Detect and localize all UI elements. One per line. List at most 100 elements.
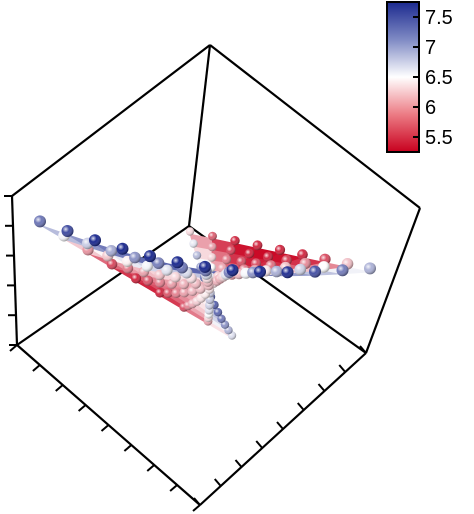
surface-point-highlight: [189, 239, 198, 248]
frame-edge-back-floor-left: [16, 225, 190, 346]
surface-point: [178, 279, 190, 290]
y-axis-tick: [193, 497, 201, 506]
surface-point-highlight: [178, 279, 190, 290]
y-axis-tick: [359, 345, 367, 354]
surface-point-highlight: [187, 286, 198, 297]
surface-point-highlight: [213, 308, 223, 317]
surface-point-highlight: [171, 288, 182, 298]
surface-point-highlight: [155, 287, 165, 298]
colorbar-tick-label: 6: [425, 97, 436, 119]
surface-point: [187, 286, 198, 297]
x-axis-tick: [32, 364, 41, 372]
frame-edge-left-vertical: [10, 195, 19, 346]
frame-edge-back-vertical: [187, 44, 212, 227]
surface-point: [155, 287, 165, 298]
surface-point-highlight: [89, 234, 101, 247]
x-axis-tick: [55, 384, 64, 392]
surface-point: [226, 264, 239, 277]
y-axis-tick: [338, 364, 347, 373]
x-axis-tick: [146, 464, 155, 472]
surface-point-highlight: [236, 256, 247, 267]
surface-point-highlight: [154, 277, 166, 288]
surface-point: [144, 250, 156, 263]
surface-point: [163, 288, 174, 298]
surface-point-highlight: [297, 249, 308, 260]
surface-point-highlight: [152, 257, 165, 269]
surface-point: [309, 265, 321, 278]
surface-point-highlight: [252, 240, 263, 251]
surface-point: [116, 242, 129, 255]
axis-ticks: [4, 195, 367, 512]
surface-point-highlight: [171, 256, 184, 269]
x-axis-tick: [100, 424, 110, 432]
x-axis-tick: [192, 504, 201, 512]
y-axis-tick: [317, 383, 326, 392]
surface-point-highlight: [34, 215, 46, 228]
surface-point: [207, 253, 217, 262]
surface-point: [221, 254, 232, 265]
surface-point: [217, 314, 226, 323]
surface-point: [105, 245, 118, 257]
surface-point-highlight: [116, 242, 129, 255]
surface-point-highlight: [226, 245, 236, 255]
surface-point: [274, 244, 286, 255]
surface-point: [226, 245, 236, 255]
surface-point-highlight: [161, 264, 173, 276]
surface-point: [61, 225, 74, 237]
surface-point: [318, 261, 330, 273]
x-axis-tick: [169, 484, 178, 492]
surface-point: [171, 288, 182, 298]
surface-point: [152, 257, 165, 269]
surface-point: [262, 251, 274, 262]
surface-point: [297, 249, 308, 260]
surface-point-highlight: [309, 265, 321, 278]
surface-point-highlight: [336, 264, 349, 277]
surface-point-highlight: [170, 271, 181, 283]
surface-point: [130, 273, 142, 284]
surface-point: [281, 266, 294, 279]
surface-point: [336, 264, 349, 277]
surface-point: [141, 260, 153, 272]
surface-point: [207, 242, 217, 252]
surface-point-highlight: [208, 231, 217, 241]
surface-point-highlight: [281, 266, 294, 279]
x-axis-tick: [123, 444, 133, 452]
y-axis-tick: [296, 402, 305, 411]
surface-point-highlight: [244, 248, 255, 259]
surface-point: [236, 256, 247, 267]
colorbar-tick-label: 6.5: [425, 67, 453, 89]
surface-point-highlight: [294, 263, 307, 276]
surface-point-highlight: [230, 236, 240, 246]
surface-point: [142, 275, 154, 286]
surface-point: [189, 239, 198, 248]
surface-point-highlight: [192, 251, 202, 260]
surface-point-highlight: [226, 264, 239, 277]
surface-point: [179, 287, 190, 298]
surface-point: [294, 263, 307, 276]
colorbar-tick-label: 7: [425, 37, 436, 59]
surface-point: [89, 234, 101, 247]
frame-edge-top-left: [11, 44, 211, 197]
y-axis-tick: [234, 459, 243, 468]
x-axis-tick: [9, 344, 18, 352]
surface-point: [270, 265, 283, 278]
surface-point-highlight: [130, 273, 142, 284]
frame-edge-right-vertical: [364, 207, 422, 354]
surface-point: [170, 271, 181, 283]
surface-point-highlight: [207, 253, 217, 262]
surface-point: [34, 215, 46, 228]
surface-point-highlight: [270, 265, 283, 278]
surface-point: [244, 248, 255, 259]
surface-point-highlight: [179, 287, 190, 298]
surface-point: [171, 256, 184, 269]
y-axis-tick: [213, 478, 222, 487]
surface-point: [199, 260, 211, 273]
surface-point: [185, 227, 195, 236]
surface-point-highlight: [106, 258, 118, 270]
colorbar-tick-label: 5.5: [425, 127, 453, 149]
surface-point-highlight: [221, 254, 232, 265]
surface-point: [213, 308, 223, 317]
surface-point-highlight: [262, 251, 274, 262]
surface-point-highlight: [217, 314, 226, 323]
